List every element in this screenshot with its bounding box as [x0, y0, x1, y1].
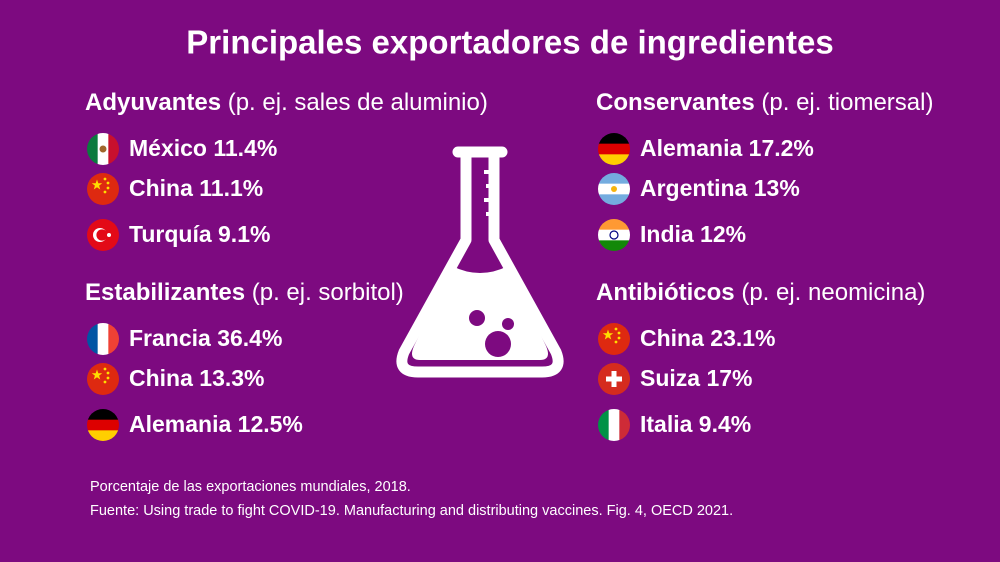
flag-icon: [87, 323, 119, 355]
country-share: Alemania 17.2%: [640, 135, 814, 161]
flag-icon: [87, 133, 119, 165]
flag-icon: [87, 409, 119, 441]
group-example: (p. ej. tiomersal): [761, 89, 933, 116]
flag-icon: [598, 363, 630, 395]
flag-icon: [598, 133, 630, 165]
group-example: (p. ej. neomicina): [741, 279, 925, 306]
group-name: Adyuvantes: [85, 89, 221, 116]
country-share: China 11.1%: [129, 175, 263, 201]
country-share: Francia 36.4%: [129, 325, 282, 351]
country-share: Alemania 12.5%: [129, 411, 303, 437]
group-heading: Adyuvantes (p. ej. sales de aluminio): [85, 89, 488, 116]
group-name: Estabilizantes: [85, 279, 245, 306]
group-example: (p. ej. sorbitol): [252, 279, 404, 306]
country-share: India 12%: [640, 221, 746, 247]
flag-icon: [598, 173, 630, 205]
flask-icon: [396, 146, 564, 378]
footnote: Porcentaje de las exportaciones mundiale…: [90, 479, 411, 495]
flag-icon: [87, 363, 119, 395]
country-share: Turquía 9.1%: [129, 221, 270, 247]
group-heading: Conservantes (p. ej. tiomersal): [596, 89, 933, 116]
source: Fuente: Using trade to fight COVID-19. M…: [90, 503, 733, 519]
flag-icon: [87, 173, 119, 205]
title: Principales exportadores de ingredientes: [186, 24, 833, 61]
country-share: China 13.3%: [129, 365, 265, 391]
group-name: Conservantes: [596, 89, 755, 116]
group-example: (p. ej. sales de aluminio): [228, 89, 488, 116]
flag-icon: [598, 409, 630, 441]
flag-icon: [598, 323, 630, 355]
group-heading: Estabilizantes (p. ej. sorbitol): [85, 279, 404, 306]
country-share: China 23.1%: [640, 325, 776, 351]
country-share: México 11.4%: [129, 135, 277, 161]
country-share: Italia 9.4%: [640, 411, 751, 437]
flag-icon: [598, 219, 630, 251]
country-share: Argentina 13%: [640, 175, 800, 201]
flag-icon: [87, 219, 119, 251]
group-name: Antibióticos: [596, 279, 735, 306]
country-share: Suiza 17%: [640, 365, 753, 391]
group-heading: Antibióticos (p. ej. neomicina): [596, 279, 925, 306]
